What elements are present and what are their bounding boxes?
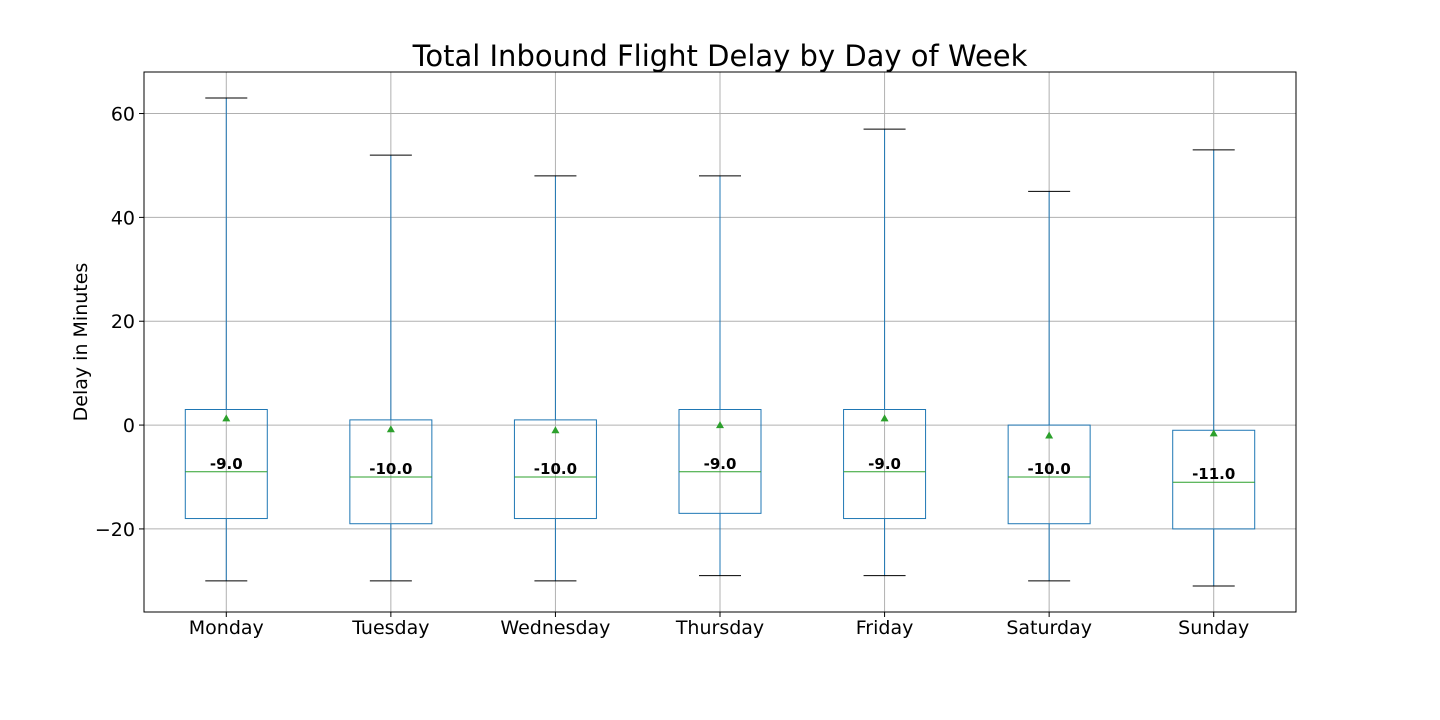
box-iqr [1007,424,1091,525]
box-iqr [349,419,433,525]
y-tick-label: −20 [95,519,135,541]
chart-title: Total Inbound Flight Delay by Day of Wee… [412,39,1028,73]
box-monday [184,97,268,582]
x-tick-label: Saturday [1006,617,1092,639]
y-tick-labels: −20 0 20 40 60 [95,104,144,541]
box-wednesday [513,175,597,582]
mean-marker [386,425,395,433]
median-value-label: -10.0 [534,460,577,478]
median-value-label: -9.0 [704,455,737,473]
x-tick-label: Thursday [675,617,764,639]
x-tick-label: Sunday [1178,617,1249,639]
x-tick-label: Monday [189,617,264,639]
box-friday [843,128,927,577]
box-iqr [513,419,597,520]
x-tick-label: Tuesday [351,617,429,639]
y-axis-label: Delay in Minutes [70,263,92,422]
mean-marker [716,421,724,429]
box-iqr [678,409,762,514]
x-tick-label: Wednesday [500,617,610,639]
box-iqr [843,409,927,520]
box-saturday [1007,190,1091,582]
median-value-label: -9.0 [868,455,901,473]
mean-marker [1045,431,1054,439]
mean-marker [880,414,889,422]
x-tick-labels: Monday Tuesday Wednesday Thursday Friday Satu… [189,612,1249,639]
median-labels: -9.0 -10.0 -10.0 -9.0 -9.0 -10.0 -11.0 [210,455,1235,483]
y-tick-label: 0 [123,415,135,437]
mean-marker [222,414,231,422]
median-value-label: -11.0 [1192,465,1235,483]
box-thursday [678,175,762,577]
mean-marker [551,426,560,434]
median-value-label: -10.0 [369,460,412,478]
box-tuesday [349,154,433,582]
x-tick-label: Friday [856,617,914,639]
y-tick-label: 60 [111,104,135,126]
median-value-label: -9.0 [210,455,243,473]
boxes [184,97,1256,587]
box-sunday [1172,149,1256,587]
y-tick-label: 40 [111,207,135,229]
y-tick-label: 20 [111,311,135,333]
box-iqr [184,409,268,520]
mean-marker [1209,429,1218,437]
median-value-label: -10.0 [1028,460,1071,478]
